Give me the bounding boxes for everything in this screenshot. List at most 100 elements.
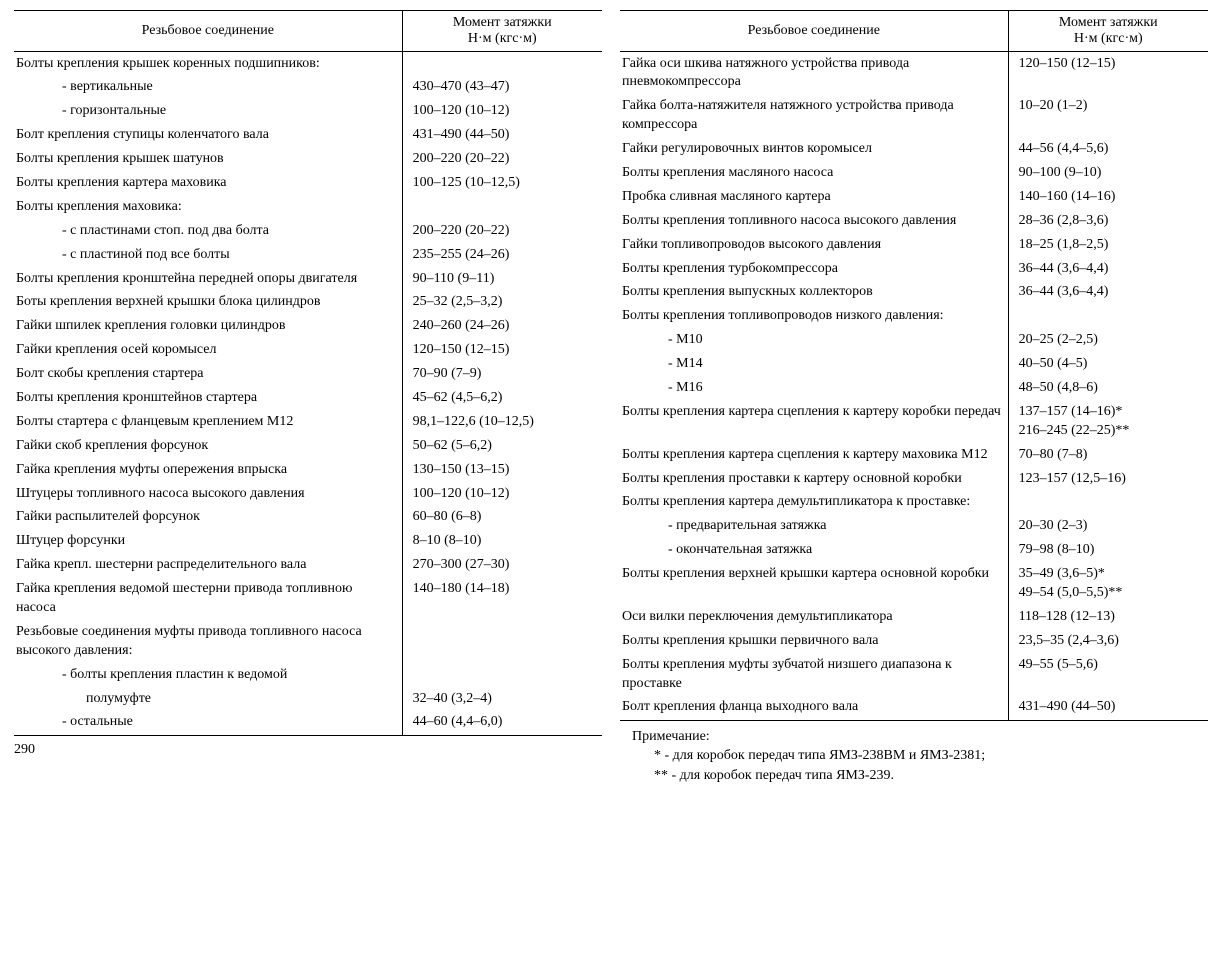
cell-connection: Гайки шпилек крепления головки цилиндров bbox=[14, 315, 402, 339]
table-row: Гайки распылителей форсунок60–80 (6–8) bbox=[14, 506, 602, 530]
table-row: Штуцер форсунки8–10 (8–10) bbox=[14, 530, 602, 554]
cell-torque: 118–128 (12–13) bbox=[1008, 605, 1208, 629]
cell-connection: Болты крепления проставки к картеру осно… bbox=[620, 467, 1008, 491]
table-row: Болты крепления маховика: bbox=[14, 195, 602, 219]
cell-connection: Гайка оси шкива натяжного устройства при… bbox=[620, 52, 1008, 95]
table-row: Болты крепления проставки к картеру осно… bbox=[620, 467, 1208, 491]
table-row: Болты крепления крышки первичного вала23… bbox=[620, 629, 1208, 653]
cell-connection: Гайки скоб крепления форсунок bbox=[14, 434, 402, 458]
cell-torque: 430–470 (43–47) bbox=[402, 76, 602, 100]
table-row: Болт крепления ступицы коленчатого вала4… bbox=[14, 124, 602, 148]
cell-torque bbox=[402, 663, 602, 687]
notes-block: Примечание: * - для коробок передач типа… bbox=[620, 721, 1208, 786]
cell-connection: Гайки крепления осей коромысел bbox=[14, 339, 402, 363]
table-body-left: Болты крепления крышек коренных подшипни… bbox=[14, 52, 602, 736]
table-row: Болты крепления масляного насоса90–100 (… bbox=[620, 161, 1208, 185]
table-body-right: Гайка оси шкива натяжного устройства при… bbox=[620, 52, 1208, 721]
cell-torque: 235–255 (24–26) bbox=[402, 243, 602, 267]
cell-connection: Гайки топливопроводов высокого давления bbox=[620, 233, 1008, 257]
cell-torque: 23,5–35 (2,4–3,6) bbox=[1008, 629, 1208, 653]
cell-connection: Болты крепления крышек коренных подшипни… bbox=[14, 52, 402, 76]
notes-title: Примечание: bbox=[632, 727, 1204, 747]
table-row: - М1440–50 (4–5) bbox=[620, 353, 1208, 377]
cell-connection: Болты крепления маховика: bbox=[14, 195, 402, 219]
page-wrapper: Резьбовое соединение Момент затяжкиН·м (… bbox=[14, 10, 1208, 786]
cell-connection: Резьбовые соединения муфты привода топли… bbox=[14, 620, 402, 663]
right-column: Резьбовое соединение Момент затяжкиН·м (… bbox=[620, 10, 1208, 786]
cell-torque: 431–490 (44–50) bbox=[1008, 696, 1208, 720]
cell-torque: 200–220 (20–22) bbox=[402, 219, 602, 243]
table-row: Резьбовые соединения муфты привода топли… bbox=[14, 620, 602, 663]
table-row: - М1020–25 (2–2,5) bbox=[620, 329, 1208, 353]
page-number: 290 bbox=[14, 736, 602, 758]
cell-connection: Гайка крепления ведомой шестерни привода… bbox=[14, 578, 402, 621]
table-row: Гайка крепления муфты опережения впрыска… bbox=[14, 458, 602, 482]
cell-connection: - предварительная затяжка bbox=[620, 515, 1008, 539]
cell-connection: Гайка болта-натяжителя натяжного устройс… bbox=[620, 95, 1008, 138]
cell-torque: 50–62 (5–6,2) bbox=[402, 434, 602, 458]
cell-connection: Гайка крепл. шестерни распределительного… bbox=[14, 554, 402, 578]
table-row: Штуцеры топливного насоса высокого давле… bbox=[14, 482, 602, 506]
cell-connection: Штуцеры топливного насоса высокого давле… bbox=[14, 482, 402, 506]
table-row: Болты крепления топливного насоса высоко… bbox=[620, 209, 1208, 233]
cell-connection: - М16 bbox=[620, 376, 1008, 400]
table-row: Болты крепления верхней крышки картера о… bbox=[620, 563, 1208, 606]
cell-torque: 35–49 (3,6–5)*49–54 (5,0–5,5)** bbox=[1008, 563, 1208, 606]
cell-connection: Штуцер форсунки bbox=[14, 530, 402, 554]
cell-torque: 90–110 (9–11) bbox=[402, 267, 602, 291]
cell-torque: 100–120 (10–12) bbox=[402, 482, 602, 506]
cell-connection: Гайка крепления муфты опережения впрыска bbox=[14, 458, 402, 482]
cell-torque bbox=[402, 195, 602, 219]
header-connection: Резьбовое соединение bbox=[620, 11, 1008, 52]
cell-connection: - остальные bbox=[14, 711, 402, 735]
cell-torque: 100–120 (10–12) bbox=[402, 100, 602, 124]
cell-torque: 20–25 (2–2,5) bbox=[1008, 329, 1208, 353]
cell-connection: Болты стартера с фланцевым креплением М1… bbox=[14, 410, 402, 434]
cell-connection: Болты крепления турбокомпрессора bbox=[620, 257, 1008, 281]
cell-torque: 200–220 (20–22) bbox=[402, 148, 602, 172]
cell-connection: Болты крепления картера сцепления к карт… bbox=[620, 443, 1008, 467]
cell-torque: 49–55 (5–5,6) bbox=[1008, 653, 1208, 696]
cell-torque bbox=[1008, 491, 1208, 515]
cell-torque: 120–150 (12–15) bbox=[402, 339, 602, 363]
cell-torque: 130–150 (13–15) bbox=[402, 458, 602, 482]
table-header-row: Резьбовое соединение Момент затяжкиН·м (… bbox=[14, 11, 602, 52]
table-row: Гайки шпилек крепления головки цилиндров… bbox=[14, 315, 602, 339]
cell-connection: - болты крепления пластин к ведомой bbox=[14, 663, 402, 687]
cell-torque bbox=[402, 620, 602, 663]
table-row: Боты крепления верхней крышки блока цили… bbox=[14, 291, 602, 315]
cell-torque: 120–150 (12–15) bbox=[1008, 52, 1208, 95]
cell-torque: 270–300 (27–30) bbox=[402, 554, 602, 578]
table-row: Болты крепления муфты зубчатой низшего д… bbox=[620, 653, 1208, 696]
cell-torque: 140–180 (14–18) bbox=[402, 578, 602, 621]
cell-torque: 240–260 (24–26) bbox=[402, 315, 602, 339]
table-row: - болты крепления пластин к ведомой bbox=[14, 663, 602, 687]
table-row: Болты крепления топливопроводов низкого … bbox=[620, 305, 1208, 329]
cell-connection: Пробка сливная масляного картера bbox=[620, 185, 1008, 209]
cell-connection: Болты крепления кронштейнов стартера bbox=[14, 386, 402, 410]
cell-torque: 431–490 (44–50) bbox=[402, 124, 602, 148]
table-row: - вертикальные430–470 (43–47) bbox=[14, 76, 602, 100]
cell-connection: Оси вилки переключения демультипликатора bbox=[620, 605, 1008, 629]
note-line-1: * - для коробок передач типа ЯМЗ-238ВМ и… bbox=[632, 746, 1204, 766]
cell-connection: Болты крепления топливного насоса высоко… bbox=[620, 209, 1008, 233]
cell-connection: Боты крепления верхней крышки блока цили… bbox=[14, 291, 402, 315]
table-row: Гайки регулировочных винтов коромысел44–… bbox=[620, 138, 1208, 162]
table-row: Болты крепления выпускных коллекторов36–… bbox=[620, 281, 1208, 305]
cell-connection: Болты крепления картера сцепления к карт… bbox=[620, 400, 1008, 443]
cell-torque: 20–30 (2–3) bbox=[1008, 515, 1208, 539]
table-row: Оси вилки переключения демультипликатора… bbox=[620, 605, 1208, 629]
table-row: Болт крепления фланца выходного вала431–… bbox=[620, 696, 1208, 720]
cell-connection: - окончательная затяжка bbox=[620, 539, 1008, 563]
cell-torque: 44–56 (4,4–5,6) bbox=[1008, 138, 1208, 162]
cell-torque bbox=[1008, 305, 1208, 329]
cell-torque: 40–50 (4–5) bbox=[1008, 353, 1208, 377]
table-row: - с пластинами стоп. под два болта200–22… bbox=[14, 219, 602, 243]
cell-connection: Гайки регулировочных винтов коромысел bbox=[620, 138, 1008, 162]
cell-connection: Болты крепления кронштейна передней опор… bbox=[14, 267, 402, 291]
cell-torque: 79–98 (8–10) bbox=[1008, 539, 1208, 563]
table-row: - остальные44–60 (4,4–6,0) bbox=[14, 711, 602, 735]
table-row: - горизонтальные100–120 (10–12) bbox=[14, 100, 602, 124]
cell-connection: Гайки распылителей форсунок bbox=[14, 506, 402, 530]
torque-table-right: Резьбовое соединение Момент затяжкиН·м (… bbox=[620, 10, 1208, 721]
